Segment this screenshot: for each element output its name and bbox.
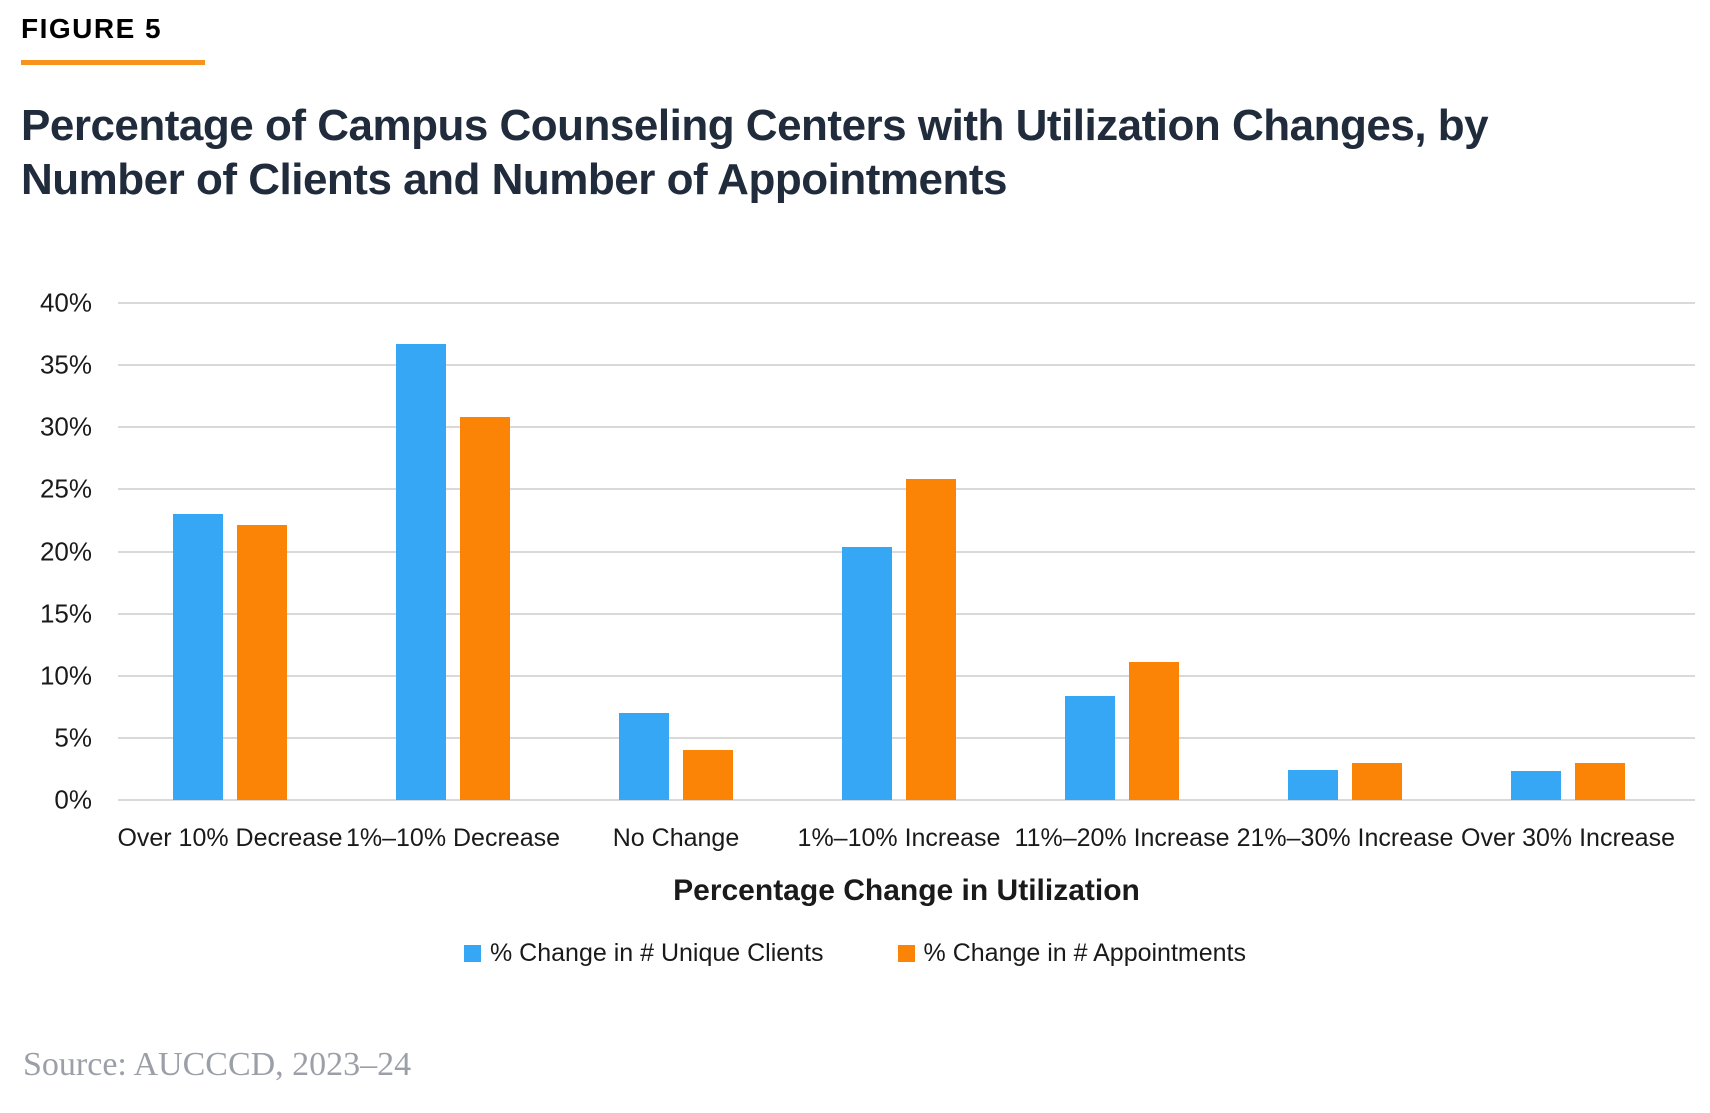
bar-appointments [460,417,510,800]
x-axis-category-label: Over 30% Increase [1461,824,1675,852]
figure-rule-accent [21,60,205,65]
bar-unique-clients [842,547,892,800]
y-axis-tick-label: 0% [54,784,92,815]
legend-label: % Change in # Appointments [923,939,1246,967]
gridline [118,302,1695,304]
x-axis-category-label: Over 10% Decrease [117,824,343,852]
bar-appointments [237,525,287,800]
chart-legend: % Change in # Unique Clients % Change in … [0,939,1710,968]
source-line: Source: AUCCCD, 2023–24 [23,1046,412,1083]
bar-appointments [1129,662,1179,800]
x-axis-category-label: 21%–30% Increase [1236,824,1454,852]
gridline [118,426,1695,429]
x-axis-category-label: 11%–20% Increase [1014,824,1230,852]
bar-appointments [906,479,956,800]
bar-unique-clients [1065,696,1115,800]
y-axis-tick-label: 30% [39,411,92,442]
legend-label: % Change in # Unique Clients [490,939,824,967]
x-axis-category-label: 1%–10% Increase [797,824,1001,852]
bar-unique-clients [396,344,446,800]
bar-unique-clients [1288,770,1338,800]
gridline [118,364,1695,367]
legend-item: % Change in # Appointments [897,939,1246,968]
y-axis-tick-label: 25% [39,473,92,504]
y-axis-tick-label: 10% [39,660,92,691]
bar-unique-clients [1511,771,1561,800]
bar-appointments [1575,763,1625,800]
x-axis-category-label: 1%–10% Decrease [345,824,560,852]
legend-swatch-icon [464,945,481,962]
x-axis-category-label: No Change [612,824,740,852]
gridline [118,799,1695,801]
figure-label: FIGURE 5 [21,13,163,44]
bar-unique-clients [619,713,669,800]
bar-unique-clients [173,514,223,800]
y-axis-tick-label: 5% [54,722,92,753]
x-axis-title: Percentage Change in Utilization [673,874,1140,907]
y-axis-tick-label: 15% [39,598,92,629]
y-axis-tick-label: 35% [39,349,92,380]
chart-title: Percentage of Campus Counseling Centers … [21,101,1489,204]
legend-swatch-icon [897,945,915,962]
y-axis-tick-label: 20% [39,536,92,566]
bar-appointments [1352,763,1402,800]
y-axis-tick-label: 40% [39,287,92,318]
legend-item: % Change in # Unique Clients [464,939,824,968]
bar-appointments [683,750,733,800]
